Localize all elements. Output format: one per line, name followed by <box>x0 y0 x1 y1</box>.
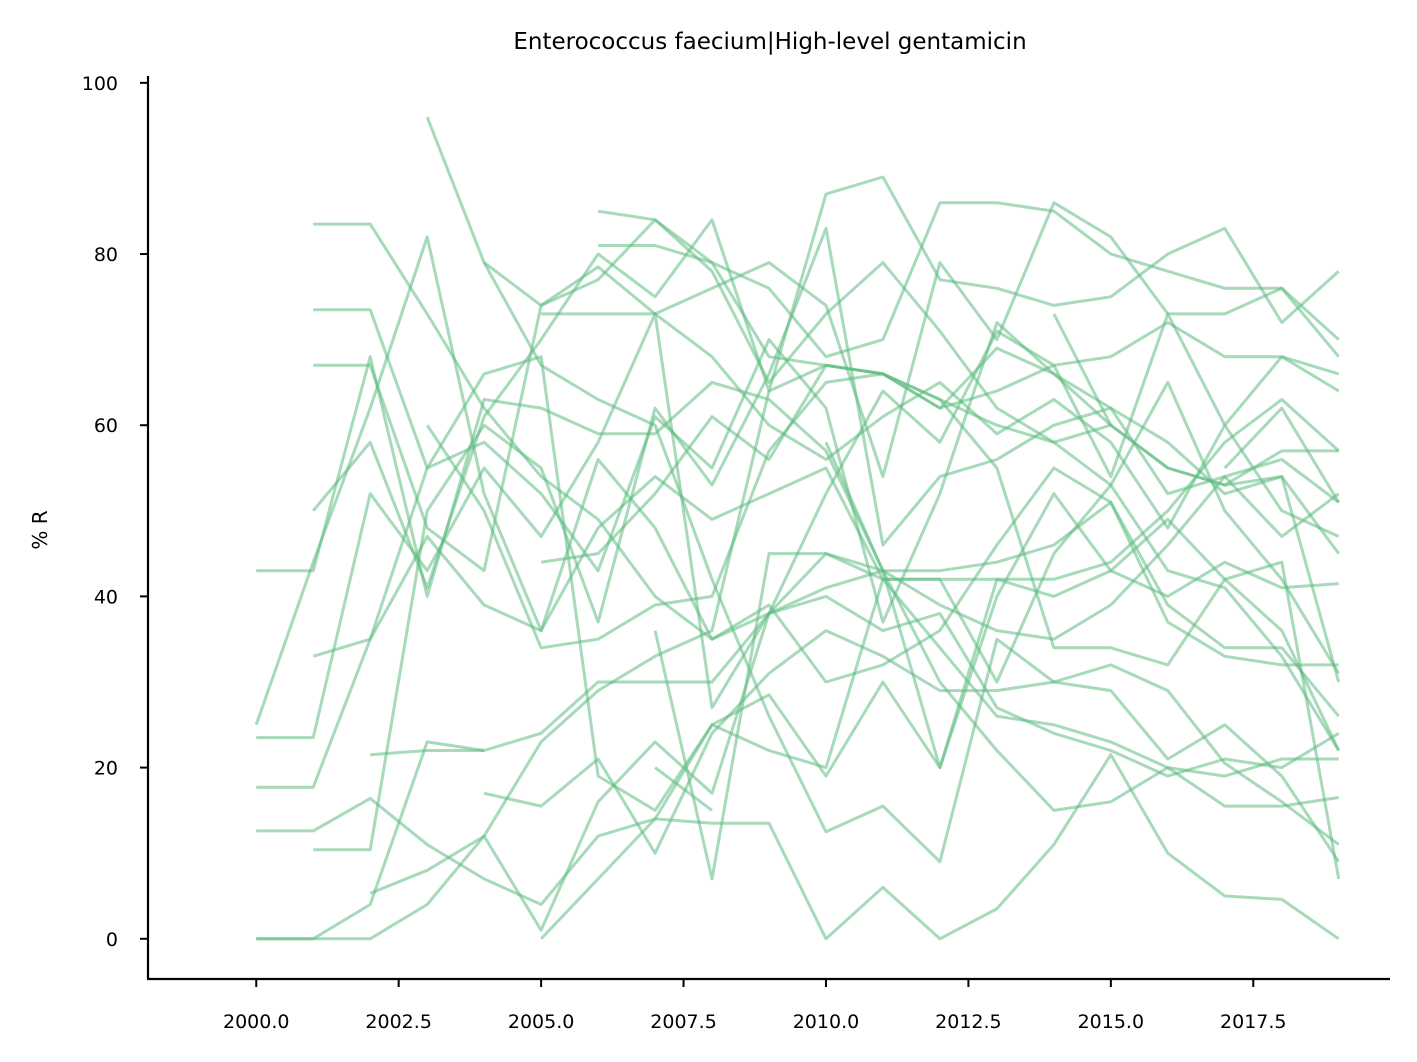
y-axis-ticks: 0 20 40 60 80 100 <box>82 73 148 951</box>
y-axis-label: % R <box>28 510 52 549</box>
series-line-16 <box>425 116 1340 864</box>
x-tick-label: 2007.5 <box>650 1011 716 1033</box>
series-line-8 <box>313 226 1341 852</box>
y-tick-label: 40 <box>94 586 118 608</box>
y-tick-label: 80 <box>94 244 118 266</box>
y-tick-label: 60 <box>94 415 118 437</box>
chart-title: Enterococcus faecium|High-level gentamic… <box>513 29 1026 55</box>
series-line-23 <box>597 201 1340 359</box>
series-line-28 <box>1052 313 1113 426</box>
x-tick-label: 2000.0 <box>223 1011 289 1033</box>
series-line-26 <box>654 766 713 812</box>
series-line-19 <box>483 629 1340 855</box>
y-tick-label: 0 <box>106 929 118 951</box>
series-line-22 <box>540 321 1340 564</box>
series-line-21 <box>541 312 1340 538</box>
x-tick-label: 2017.5 <box>1220 1011 1286 1033</box>
series-line-10 <box>313 222 1339 684</box>
series-group <box>254 116 1341 941</box>
series-line-29 <box>1223 406 1340 504</box>
series-line-18 <box>483 201 1340 479</box>
series-line-25 <box>653 500 1340 881</box>
x-tick-label: 2002.5 <box>365 1011 431 1033</box>
series-line-7 <box>256 560 1339 906</box>
x-tick-label: 2010.0 <box>793 1011 859 1033</box>
series-line-15 <box>370 749 485 757</box>
x-tick-label: 2012.5 <box>935 1011 1001 1033</box>
series-line-12 <box>313 218 1340 752</box>
x-axis-ticks: 2000.0 2002.5 2005.0 2007.5 2010.0 2012.5 2015… <box>223 979 1287 1033</box>
series-line-27 <box>824 441 1339 812</box>
series-line-20 <box>540 753 1340 941</box>
series-line-2 <box>256 398 1340 941</box>
series-line-9 <box>312 380 1340 684</box>
x-tick-label: 2015.0 <box>1078 1011 1144 1033</box>
y-tick-label: 20 <box>94 758 118 780</box>
series-line-6 <box>256 321 1340 789</box>
y-tick-label: 100 <box>82 73 118 95</box>
series-line-24 <box>598 244 1341 880</box>
series-line-13 <box>312 175 1340 590</box>
x-tick-label: 2005.0 <box>508 1011 574 1033</box>
